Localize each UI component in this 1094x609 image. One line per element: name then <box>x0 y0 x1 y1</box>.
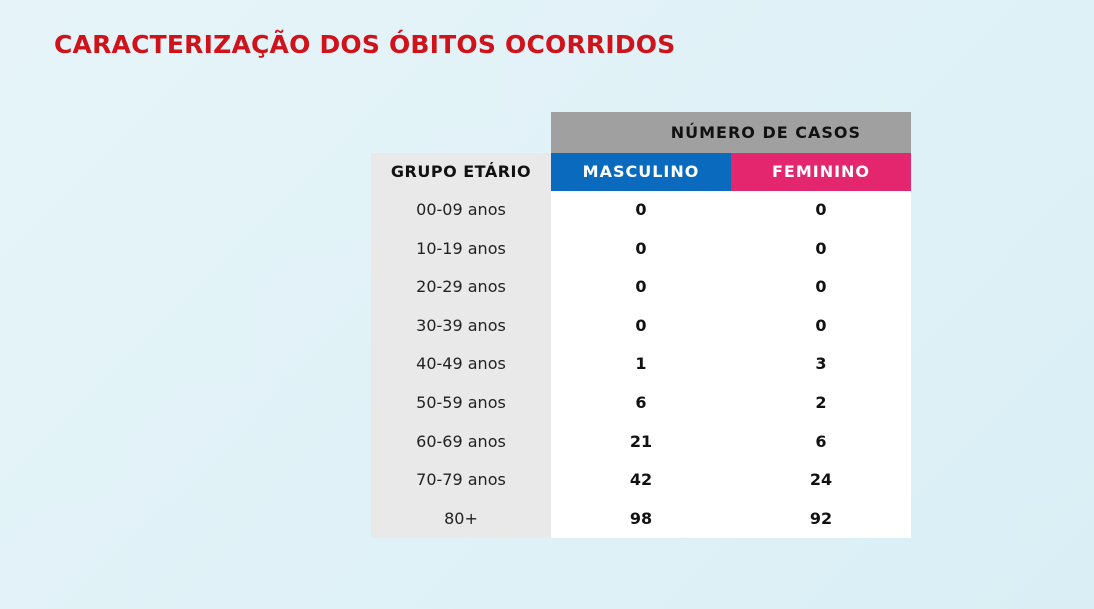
table-row: 40-49 anos 1 3 <box>371 345 911 384</box>
female-cell: 24 <box>731 461 911 500</box>
cases-header: NÚMERO DE CASOS <box>551 112 911 153</box>
female-header: FEMININO <box>731 153 911 191</box>
age-group-header: GRUPO ETÁRIO <box>371 153 551 191</box>
table-row: 50-59 anos 6 2 <box>371 383 911 423</box>
male-cell: 98 <box>551 499 731 539</box>
male-cell: 21 <box>551 422 731 462</box>
table-row: 80+ 98 92 <box>371 499 911 539</box>
table-row: 10-19 anos 0 0 <box>371 229 911 269</box>
female-cell: 0 <box>731 229 911 269</box>
age-cell: 70-79 anos <box>371 461 551 500</box>
age-cell: 00-09 anos <box>371 191 551 230</box>
female-cell: 2 <box>731 383 911 423</box>
cases-header-label: NÚMERO DE CASOS <box>670 123 861 142</box>
female-cell: 92 <box>731 499 911 539</box>
male-cell: 1 <box>551 345 731 384</box>
male-cell: 0 <box>551 268 731 307</box>
table-body: 00-09 anos 0 0 10-19 anos 0 0 20-29 anos… <box>371 191 911 539</box>
age-cell: 10-19 anos <box>371 229 551 269</box>
table-row: 00-09 anos 0 0 <box>371 191 911 230</box>
male-cell: 0 <box>551 191 731 230</box>
female-cell: 0 <box>731 306 911 346</box>
male-cell: 0 <box>551 306 731 346</box>
page-title: CARACTERIZAÇÃO DOS ÓBITOS OCORRIDOS <box>54 30 676 59</box>
age-cell: 40-49 anos <box>371 345 551 384</box>
male-cell: 42 <box>551 461 731 500</box>
age-cell: 80+ <box>371 499 551 539</box>
age-cell: 30-39 anos <box>371 306 551 346</box>
female-cell: 6 <box>731 422 911 462</box>
age-cell: 50-59 anos <box>371 383 551 423</box>
female-cell: 0 <box>731 191 911 230</box>
male-header: MASCULINO <box>551 153 731 191</box>
female-cell: 0 <box>731 268 911 307</box>
age-cell: 60-69 anos <box>371 422 551 462</box>
age-cell: 20-29 anos <box>371 268 551 307</box>
table-row: 30-39 anos 0 0 <box>371 306 911 346</box>
table-row: 60-69 anos 21 6 <box>371 422 911 462</box>
table-row: 20-29 anos 0 0 <box>371 268 911 307</box>
male-cell: 6 <box>551 383 731 423</box>
table-row: 70-79 anos 42 24 <box>371 461 911 500</box>
male-cell: 0 <box>551 229 731 269</box>
female-cell: 3 <box>731 345 911 384</box>
